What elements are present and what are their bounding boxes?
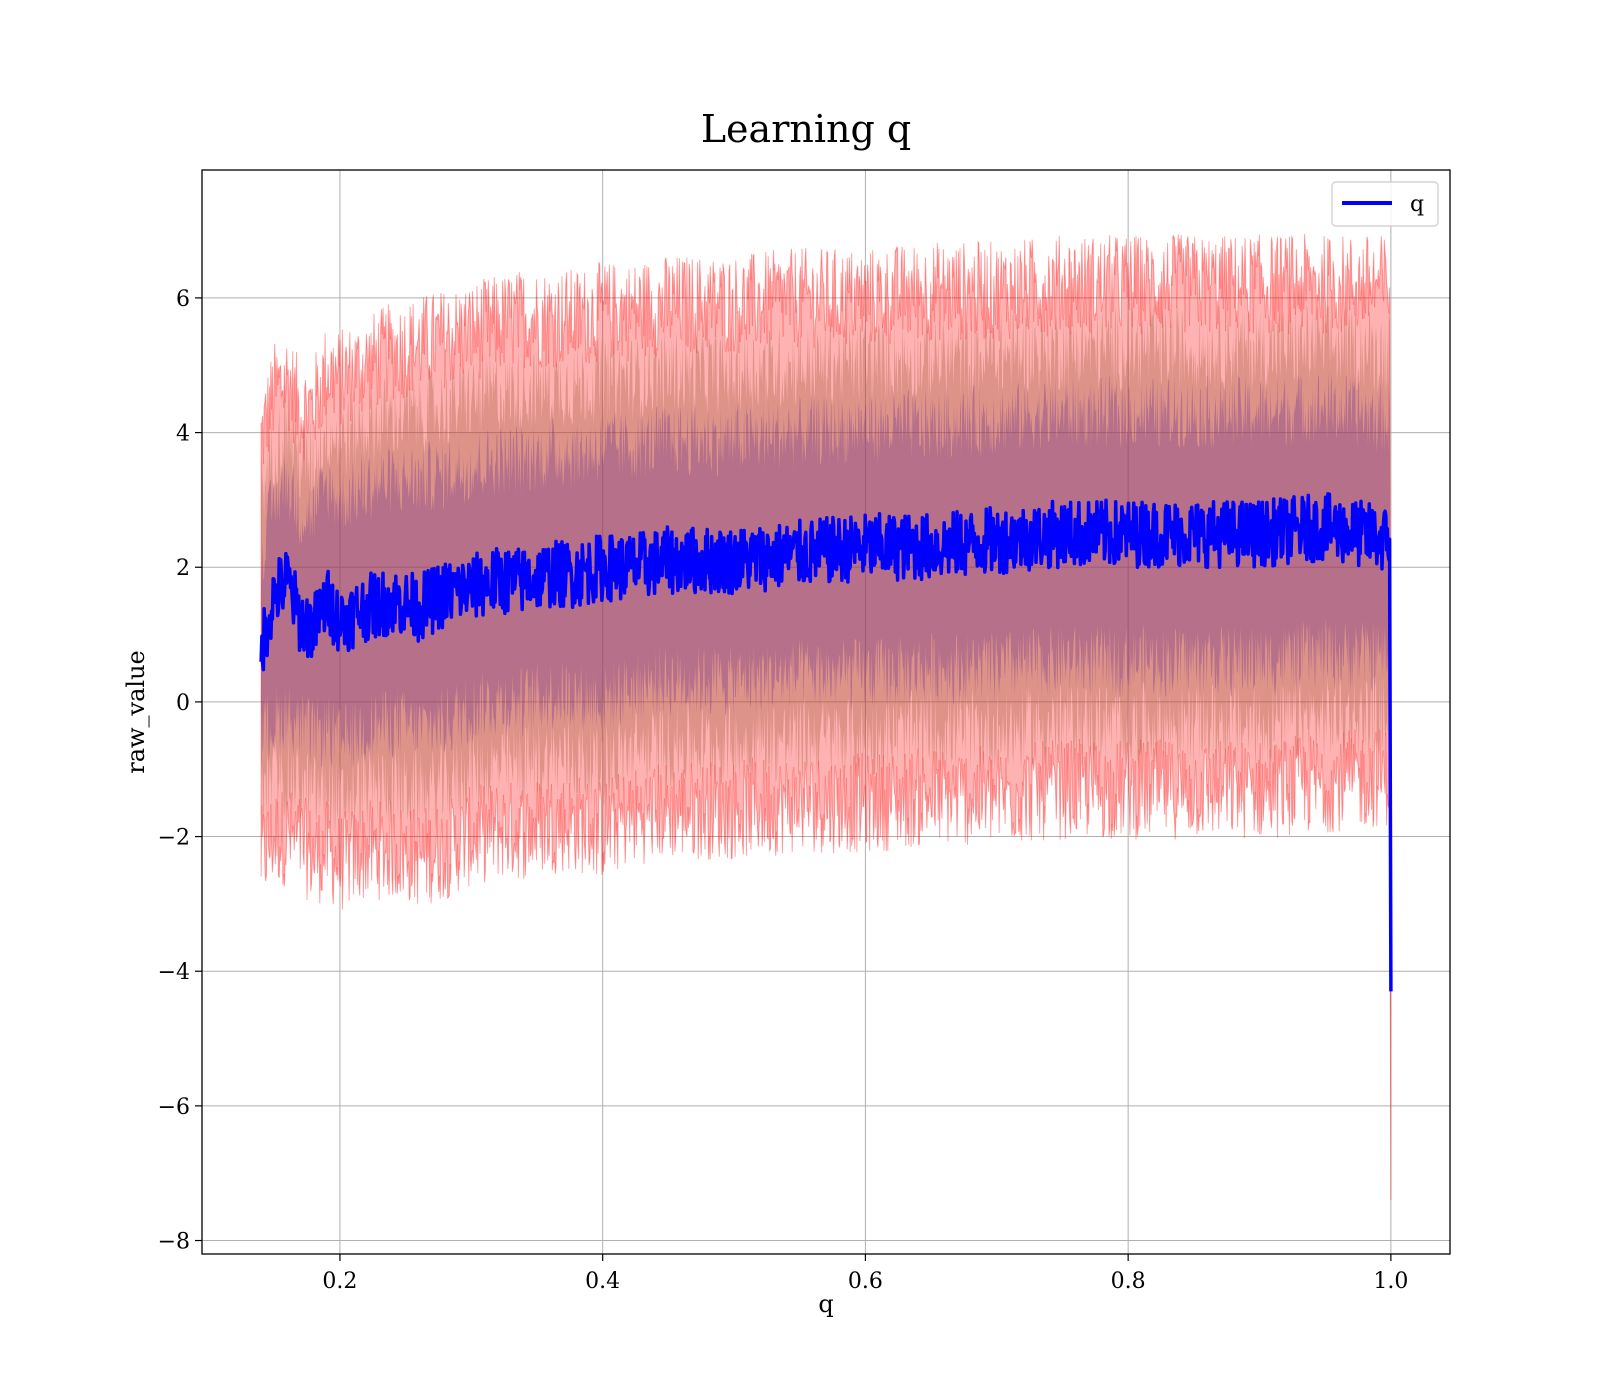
y-tick-label: 0 (176, 691, 190, 716)
mean-line-q (259, 492, 1393, 992)
y-tick-label: 6 (176, 287, 190, 312)
legend-label-q: q (1410, 192, 1424, 217)
x-axis-label: q (818, 1290, 833, 1318)
y-tick-label: −8 (158, 1230, 190, 1255)
chart-title: Learning q (701, 107, 911, 151)
y-tick-label: 4 (176, 422, 190, 447)
spread-bands (260, 233, 1392, 1201)
y-axis-ticks: −8 −6 −4 −2 0 2 4 6 (158, 287, 202, 1255)
y-tick-label: −4 (158, 960, 190, 985)
y-tick-label: −6 (158, 1095, 190, 1120)
y-axis-label: raw_value (122, 650, 150, 774)
x-tick-label: 1.0 (1373, 1269, 1408, 1294)
middle-spread-band (261, 303, 1391, 1137)
outer-spread-band (260, 233, 1392, 1201)
x-tick-label: 0.2 (322, 1269, 357, 1294)
x-axis-ticks: 0.2 0.4 0.6 0.8 1.0 (322, 1254, 1408, 1294)
plot-frame (201, 169, 1451, 1255)
y-tick-label: 2 (176, 556, 190, 581)
x-tick-label: 0.8 (1111, 1269, 1146, 1294)
y-tick-label: −2 (158, 826, 190, 851)
mean-line-layer (259, 492, 1393, 992)
x-tick-label: 0.4 (585, 1269, 620, 1294)
x-tick-label: 0.6 (848, 1269, 883, 1294)
legend: q (1331, 181, 1439, 227)
